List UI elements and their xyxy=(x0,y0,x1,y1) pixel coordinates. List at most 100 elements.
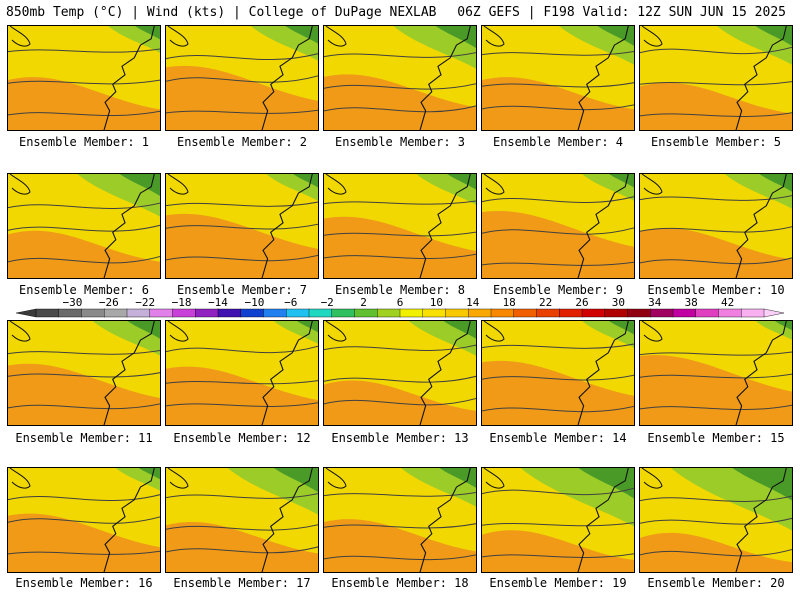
great-lakes-outline xyxy=(325,468,347,489)
temperature-map xyxy=(8,26,160,130)
cool-region xyxy=(115,468,160,491)
ensemble-panel xyxy=(639,25,793,131)
temperature-map xyxy=(640,26,792,130)
cool-region xyxy=(273,321,318,344)
colorbar-swatch xyxy=(490,308,515,318)
great-lakes-outline xyxy=(9,174,31,195)
ensemble-member-label: Ensemble Member: 8 xyxy=(334,283,466,297)
colorbar-swatch xyxy=(695,308,720,318)
height-contour xyxy=(166,254,318,262)
colorbar-swatch xyxy=(354,308,378,318)
warm-region xyxy=(166,65,318,130)
temperature-map xyxy=(482,174,634,278)
great-lakes-outline xyxy=(483,321,505,342)
colorbar-swatch xyxy=(104,308,128,318)
ensemble-panel xyxy=(165,25,319,131)
colorbar-swatch xyxy=(513,308,538,318)
ensemble-panel xyxy=(323,467,477,573)
great-lakes-outline xyxy=(167,26,189,47)
temperature-map xyxy=(166,468,318,572)
warm-region xyxy=(324,519,476,572)
warm-region xyxy=(166,366,318,425)
colorbar-swatch xyxy=(286,308,310,318)
colorbar-swatch xyxy=(627,308,651,318)
temperature-map xyxy=(640,468,792,572)
coastline xyxy=(103,26,155,130)
height-contour xyxy=(8,110,160,117)
colorbar-swatch xyxy=(126,308,151,318)
height-contour xyxy=(8,224,160,232)
height-contour xyxy=(166,223,318,230)
colorbar-swatch xyxy=(308,308,333,318)
height-contour xyxy=(8,48,160,53)
colorbar-tick-label: 22 xyxy=(538,296,553,309)
ensemble-panel xyxy=(481,173,635,279)
colorbar-swatch xyxy=(559,308,583,318)
great-lakes-outline xyxy=(167,321,189,342)
coastline xyxy=(103,174,155,278)
height-contour xyxy=(166,493,318,499)
coastline xyxy=(735,468,787,572)
height-contour xyxy=(166,75,318,83)
warm-region xyxy=(8,230,160,278)
coastline xyxy=(419,468,471,572)
height-contour xyxy=(166,546,318,554)
ensemble-panel xyxy=(639,320,793,426)
warm-region xyxy=(166,213,318,278)
height-contour xyxy=(324,253,476,260)
coastline xyxy=(735,321,787,425)
height-contour xyxy=(8,255,160,264)
colorbar-tick-label: −18 xyxy=(171,296,192,309)
height-contour xyxy=(324,554,476,561)
warm-region xyxy=(482,530,634,572)
cool-core xyxy=(439,468,476,488)
height-contour xyxy=(482,227,634,235)
great-lakes-outline xyxy=(9,26,31,47)
ensemble-panel xyxy=(481,25,635,131)
coastline xyxy=(103,321,155,425)
warm-region xyxy=(324,380,476,425)
temperature-map xyxy=(166,26,318,130)
coastline xyxy=(261,26,313,130)
temperature-map xyxy=(640,321,792,425)
coastline xyxy=(419,321,471,425)
coastline xyxy=(577,26,629,130)
colorbar-swatch xyxy=(422,308,447,318)
great-lakes-outline xyxy=(325,26,347,47)
ensemble-member-label: Ensemble Member: 3 xyxy=(334,135,466,149)
coastline xyxy=(419,26,471,130)
coastline xyxy=(735,174,787,278)
colorbar-swatch xyxy=(172,308,196,318)
height-contour xyxy=(640,548,792,557)
ensemble-member-label: Ensemble Member: 1 xyxy=(18,135,150,149)
ensemble-member-label: Ensemble Member: 5 xyxy=(650,135,782,149)
temperature-map xyxy=(482,26,634,130)
warm-region xyxy=(8,77,160,130)
height-contour xyxy=(640,257,792,265)
colorbar-swatch xyxy=(445,308,469,318)
coastline xyxy=(419,174,471,278)
height-contour xyxy=(166,402,318,407)
height-contour xyxy=(324,375,476,383)
colorbar-swatch xyxy=(331,308,356,318)
temperature-map xyxy=(8,321,160,425)
colorbar-swatch xyxy=(718,308,742,318)
height-contour xyxy=(482,50,634,56)
ensemble-panel xyxy=(165,320,319,426)
height-contour xyxy=(166,345,318,354)
ensemble-member-label: Ensemble Member: 6 xyxy=(18,283,150,297)
colorbar-tick-label: 38 xyxy=(684,296,698,309)
height-contour xyxy=(482,374,634,381)
cool-core xyxy=(119,174,160,197)
ensemble-member-label: Ensemble Member: 14 xyxy=(489,431,627,445)
height-contour xyxy=(482,553,634,558)
colorbar-swatch xyxy=(240,308,265,318)
colorbar-tick-label: 34 xyxy=(648,296,662,309)
temperature-map xyxy=(482,321,634,425)
colorbar xyxy=(15,308,785,318)
height-contour xyxy=(324,397,476,406)
colorbar-swatch xyxy=(581,308,606,318)
colorbar-swatch xyxy=(217,308,242,318)
height-contour xyxy=(640,404,792,411)
height-contour xyxy=(8,202,160,209)
